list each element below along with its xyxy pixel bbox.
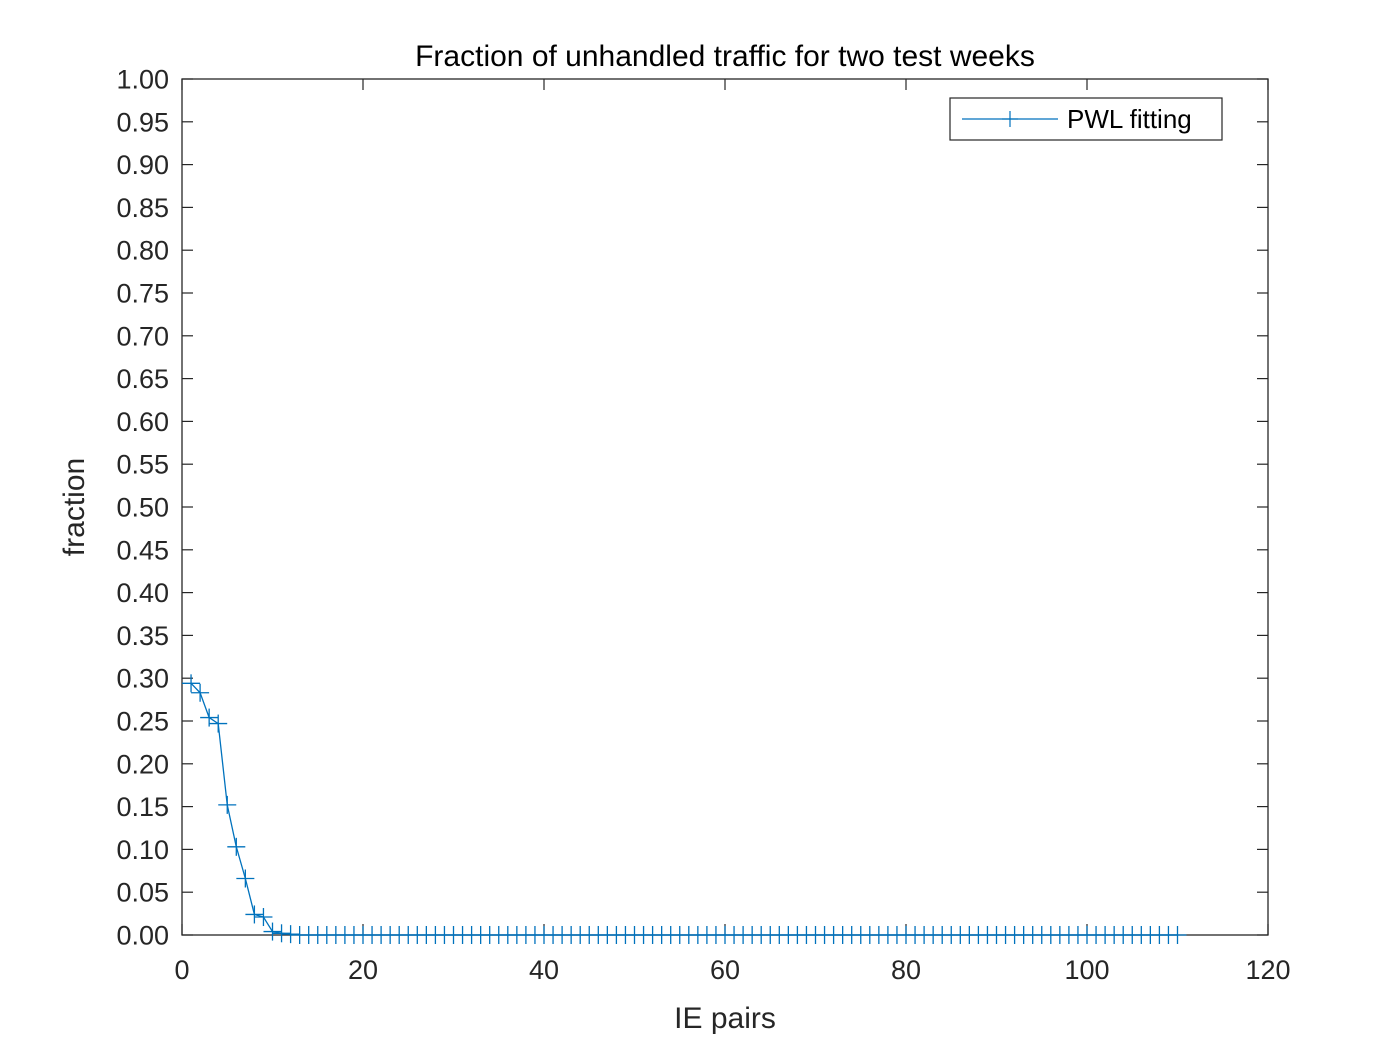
legend-label: PWL fitting (1067, 104, 1192, 134)
data-point-marker (191, 683, 210, 702)
y-tick-label: 1.00 (116, 65, 169, 95)
x-tick-label: 0 (174, 955, 189, 985)
series-layer (182, 674, 1187, 944)
data-point-marker (182, 674, 201, 693)
y-axis: 0.00 0.05 0.10 0.15 0.20 0.25 0.30 0.35 0.40 0.45… (116, 65, 1268, 951)
data-point-marker (254, 908, 273, 927)
data-point-marker (200, 708, 219, 727)
y-axis-title: fraction (58, 458, 91, 556)
legend: PWL fitting (949, 97, 1223, 141)
data-point-marker (1168, 926, 1187, 944)
y-tick-label: 0.35 (116, 621, 169, 651)
y-tick-label: 0.65 (116, 364, 169, 394)
y-tick-label: 0.50 (116, 493, 169, 523)
y-tick-label: 0.95 (116, 107, 169, 137)
data-point-marker (227, 837, 246, 856)
y-tick-label: 0.90 (116, 150, 169, 180)
chart-title: Fraction of unhandled traffic for two te… (415, 40, 1035, 73)
y-tick-label: 0.20 (116, 749, 169, 779)
x-tick-label: 100 (1064, 955, 1109, 985)
y-tick-label: 0.40 (116, 578, 169, 608)
data-point-marker (281, 925, 300, 944)
y-tick-label: 0.45 (116, 535, 169, 565)
y-tick-label: 0.25 (116, 707, 169, 737)
x-axis-title: IE pairs (674, 1002, 776, 1035)
y-tick-label: 0.00 (116, 921, 169, 951)
data-point-marker (263, 922, 282, 941)
y-tick-label: 0.75 (116, 279, 169, 309)
y-tick-label: 0.15 (116, 792, 169, 822)
x-tick-label: 80 (891, 955, 921, 985)
data-point-marker (272, 924, 291, 943)
data-point-marker (218, 795, 237, 814)
plot-area (181, 78, 1269, 936)
data-point-marker (236, 869, 255, 888)
data-point-marker (245, 905, 264, 924)
y-tick-label: 0.10 (116, 835, 169, 865)
y-tick-label: 0.55 (116, 450, 169, 480)
y-tick-label: 0.80 (116, 236, 169, 266)
y-tick-label: 0.70 (116, 321, 169, 351)
y-tick-label: 0.30 (116, 664, 169, 694)
y-tick-label: 0.05 (116, 878, 169, 908)
y-tick-label: 0.85 (116, 193, 169, 223)
x-tick-label: 120 (1245, 955, 1290, 985)
x-tick-label: 60 (710, 955, 740, 985)
data-point-marker (209, 714, 228, 733)
x-tick-label: 20 (348, 955, 378, 985)
x-tick-label: 40 (529, 955, 559, 985)
y-tick-label: 0.60 (116, 407, 169, 437)
